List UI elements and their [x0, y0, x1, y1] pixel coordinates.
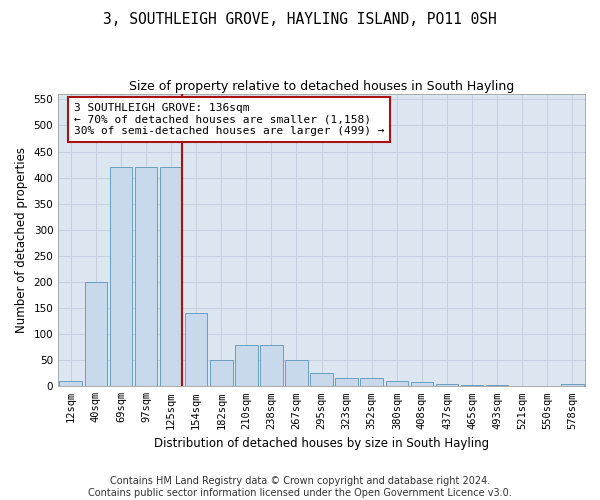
Bar [461, 384, 484, 386]
Bar [285, 360, 308, 386]
Bar [134, 167, 157, 386]
Bar [310, 374, 333, 386]
Bar [260, 344, 283, 387]
Text: 3 SOUTHLEIGH GROVE: 136sqm
← 70% of detached houses are smaller (1,158)
30% of s: 3 SOUTHLEIGH GROVE: 136sqm ← 70% of deta… [74, 103, 385, 136]
Bar [335, 378, 358, 386]
Y-axis label: Number of detached properties: Number of detached properties [15, 147, 28, 333]
Bar [185, 314, 208, 386]
Bar [235, 344, 257, 387]
Bar [59, 381, 82, 386]
Bar [160, 167, 182, 386]
Bar [410, 382, 433, 386]
Title: Size of property relative to detached houses in South Hayling: Size of property relative to detached ho… [129, 80, 514, 93]
Text: 3, SOUTHLEIGH GROVE, HAYLING ISLAND, PO11 0SH: 3, SOUTHLEIGH GROVE, HAYLING ISLAND, PO1… [103, 12, 497, 28]
X-axis label: Distribution of detached houses by size in South Hayling: Distribution of detached houses by size … [154, 437, 489, 450]
Bar [386, 381, 408, 386]
Bar [361, 378, 383, 386]
Bar [110, 167, 132, 386]
Bar [436, 384, 458, 386]
Bar [561, 384, 584, 386]
Bar [85, 282, 107, 387]
Bar [210, 360, 233, 386]
Text: Contains HM Land Registry data © Crown copyright and database right 2024.
Contai: Contains HM Land Registry data © Crown c… [88, 476, 512, 498]
